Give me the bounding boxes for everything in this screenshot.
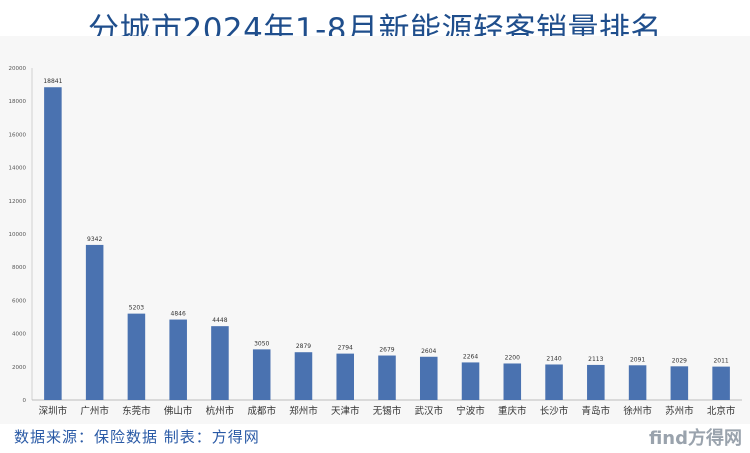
x-tick-label: 宁波市	[456, 405, 485, 417]
bar-7	[294, 352, 313, 400]
bar-9	[378, 355, 396, 400]
x-tick-label: 长沙市	[540, 405, 569, 417]
x-tick-label: 武汉市	[415, 405, 444, 417]
bar-8	[336, 353, 354, 400]
data-label: 2029	[672, 357, 687, 364]
y-tick-label: 0	[23, 398, 27, 404]
data-label: 18841	[43, 78, 62, 85]
y-tick-label: 2000	[12, 365, 26, 371]
bar-15	[628, 365, 647, 400]
data-source-note: 数据来源：保险数据 制表：方得网	[14, 428, 260, 446]
y-tick-label: 10000	[9, 232, 27, 238]
y-tick-label: 20000	[9, 66, 27, 72]
x-tick-label: 广州市	[80, 405, 109, 417]
x-tick-label: 北京市	[707, 405, 736, 417]
data-label: 9342	[87, 236, 102, 243]
data-label: 2604	[421, 348, 436, 355]
bar-4	[169, 319, 187, 400]
data-label: 3050	[254, 340, 269, 347]
x-tick-label: 成都市	[247, 405, 276, 417]
bar-14	[587, 364, 605, 400]
y-tick-label: 8000	[12, 265, 26, 271]
data-label: 2794	[338, 345, 353, 352]
data-label: 5203	[129, 305, 144, 312]
bar-3	[127, 313, 146, 400]
data-label: 2200	[505, 354, 520, 361]
data-label: 2264	[463, 353, 478, 360]
bar-17	[712, 366, 730, 400]
y-tick-label: 18000	[9, 99, 27, 105]
bar-5	[211, 326, 229, 400]
y-tick-label: 4000	[12, 332, 26, 338]
data-label: 2140	[546, 355, 561, 362]
bar-12	[503, 363, 522, 400]
bar-11	[461, 362, 480, 400]
plot-background	[0, 36, 750, 424]
y-tick-label: 14000	[9, 166, 27, 172]
data-label: 2011	[713, 358, 728, 365]
y-tick-label: 16000	[9, 132, 27, 138]
x-tick-label: 徐州市	[623, 405, 652, 417]
bar-13	[545, 364, 563, 400]
x-tick-label: 佛山市	[164, 405, 193, 417]
data-label: 4448	[212, 317, 227, 324]
bar-2	[85, 244, 104, 400]
bar-1	[44, 87, 62, 401]
x-tick-label: 青岛市	[582, 405, 611, 417]
x-tick-label: 深圳市	[39, 405, 68, 417]
data-label: 2091	[630, 356, 645, 363]
x-tick-label: 东莞市	[122, 405, 151, 417]
x-tick-label: 无锡市	[373, 405, 402, 417]
data-label: 2679	[379, 347, 394, 354]
x-tick-label: 杭州市	[206, 405, 235, 417]
x-tick-label: 苏州市	[665, 405, 694, 417]
y-tick-label: 6000	[12, 298, 26, 304]
data-label: 4846	[171, 311, 186, 318]
x-tick-label: 重庆市	[498, 405, 527, 417]
x-tick-label: 天津市	[331, 405, 360, 417]
bar-10	[419, 356, 438, 400]
bar-16	[670, 366, 689, 400]
y-tick-label: 12000	[9, 199, 27, 205]
data-label: 2879	[296, 343, 311, 350]
bar-6	[252, 349, 271, 400]
watermark-logo: find方得网	[648, 428, 742, 449]
x-tick-label: 郑州市	[289, 405, 318, 417]
data-label: 2113	[588, 356, 603, 363]
